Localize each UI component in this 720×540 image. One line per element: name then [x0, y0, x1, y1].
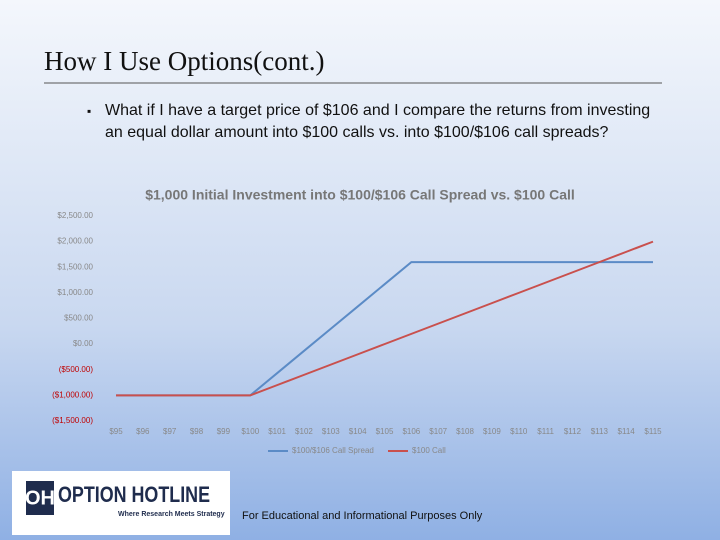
- x-tick-label: $102: [295, 427, 313, 436]
- x-tick-label: $98: [190, 427, 204, 436]
- logo-mark: OH: [25, 487, 55, 509]
- x-tick-label: $103: [322, 427, 340, 436]
- x-tick-label: $96: [136, 427, 150, 436]
- x-tick-label: $112: [564, 427, 582, 436]
- y-tick-label: $2,500.00: [57, 211, 93, 220]
- bullet-text: What if I have a target price of $106 an…: [105, 102, 651, 141]
- x-tick-label: $97: [163, 427, 177, 436]
- x-tick-label: $108: [456, 427, 474, 436]
- legend-label: $100 Call: [412, 446, 446, 455]
- y-tick-label: ($1,000.00): [52, 390, 93, 399]
- x-tick-label: $109: [483, 427, 501, 436]
- x-tick-label: $99: [217, 427, 231, 436]
- y-tick-label: $1,500.00: [57, 262, 93, 271]
- slide-title: How I Use Options(cont.): [44, 46, 324, 76]
- y-tick-label: $1,000.00: [57, 288, 93, 297]
- chart-title: $1,000 Initial Investment into $100/$106…: [145, 187, 575, 203]
- x-tick-label: $111: [537, 427, 554, 436]
- x-tick-label: $101: [268, 427, 286, 436]
- x-tick-label: $114: [618, 427, 636, 436]
- x-tick-label: $105: [376, 427, 394, 436]
- series-line: [116, 261, 653, 397]
- y-tick-label: ($1,500.00): [52, 416, 93, 425]
- y-tick-label: $2,000.00: [57, 237, 93, 246]
- logo-mark-box: [26, 481, 54, 515]
- x-tick-label: $104: [349, 427, 367, 436]
- legend-label: $100/$106 Call Spread: [292, 446, 374, 455]
- x-tick-label: $115: [644, 427, 662, 436]
- x-tick-label: $95: [109, 427, 123, 436]
- x-tick-label: $106: [402, 427, 420, 436]
- bullet-marker: ▪: [87, 104, 92, 118]
- x-tick-label: $100: [241, 427, 259, 436]
- y-tick-label: $500.00: [64, 314, 93, 323]
- bullet: ▪ What if I have a target price of $106 a…: [87, 100, 665, 144]
- x-tick-label: $107: [429, 427, 447, 436]
- footer: For Educational and Informational Purpos…: [242, 510, 483, 522]
- y-tick-label: $0.00: [73, 339, 94, 348]
- series-line: [116, 240, 654, 397]
- y-tick-label: ($500.00): [59, 365, 94, 374]
- logo-name: OPTION HOTLINE: [58, 482, 210, 507]
- x-tick-label: $113: [591, 427, 609, 436]
- logo-tagline: Where Research Meets Strategy: [118, 511, 225, 518]
- x-tick-label: $110: [510, 427, 528, 436]
